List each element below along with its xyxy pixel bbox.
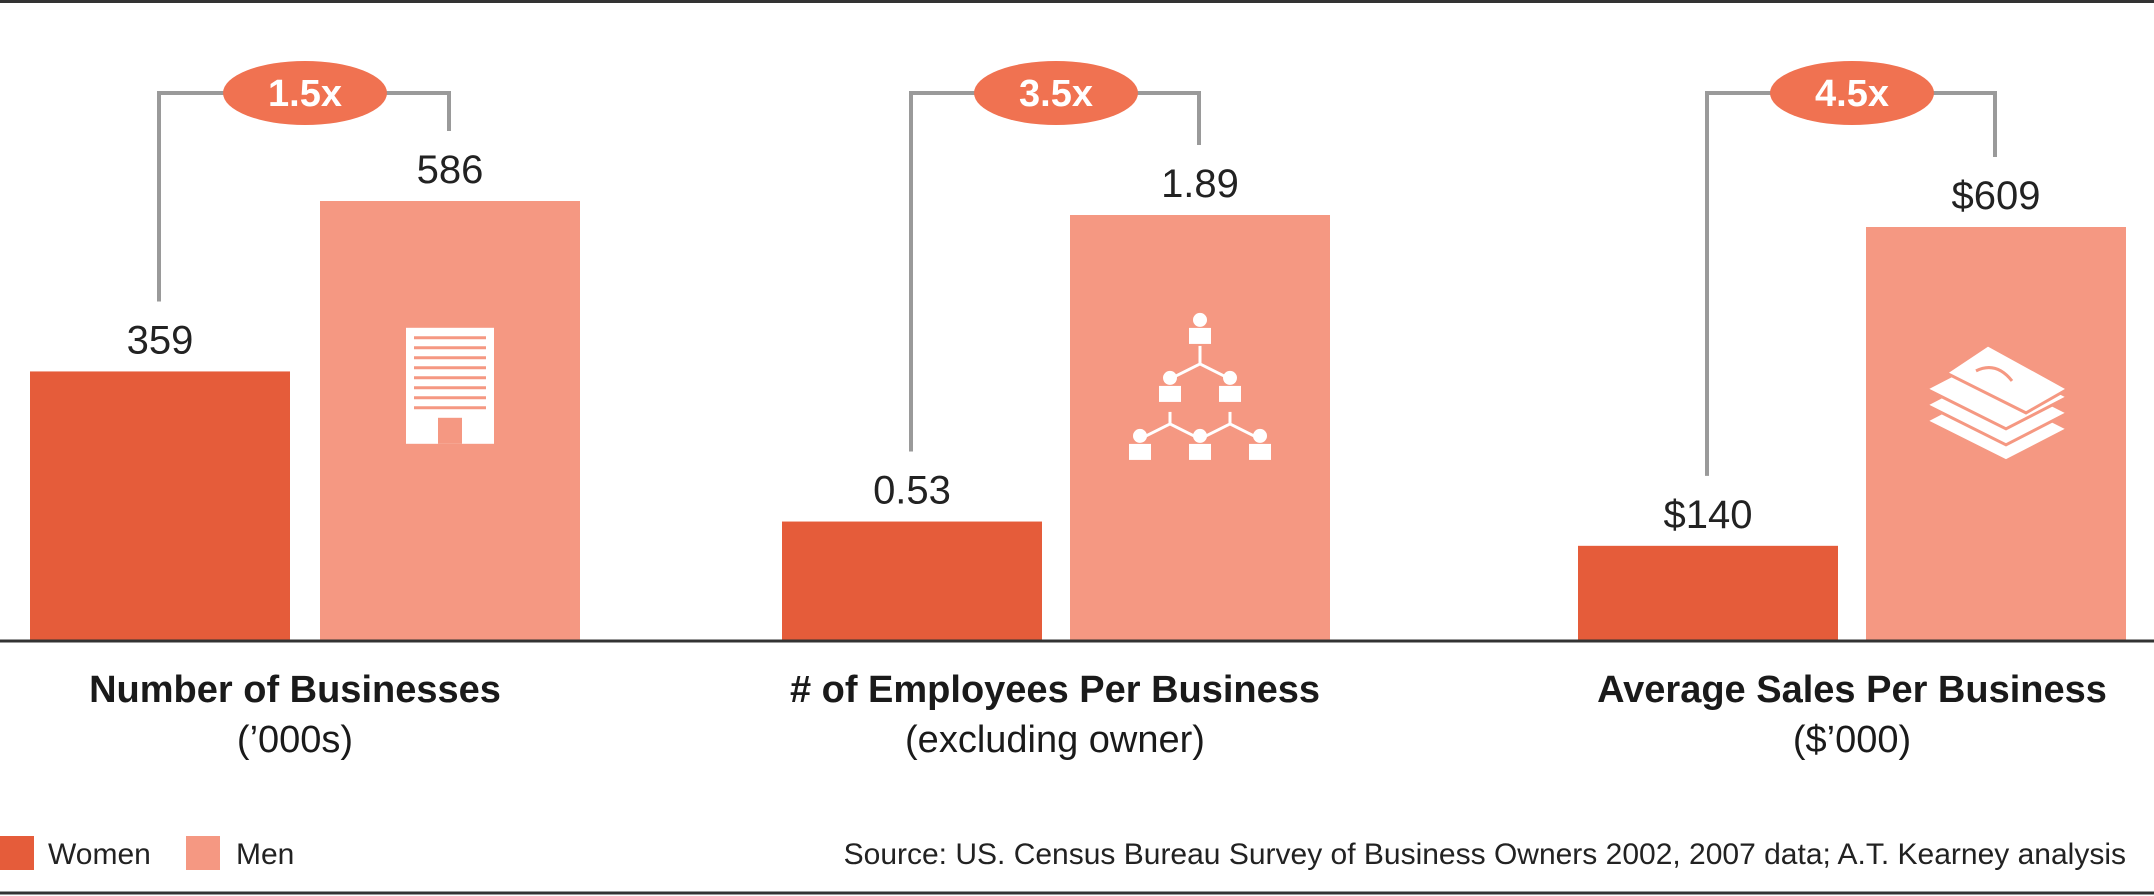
legend-swatch-women xyxy=(0,836,34,870)
ratio-badge xyxy=(1770,61,1934,125)
legend-label-men: Men xyxy=(236,838,294,871)
bar-women xyxy=(1578,545,1838,641)
ratio-label: 1.5x xyxy=(268,73,342,115)
bar-men xyxy=(1070,215,1330,641)
legend-swatch-men xyxy=(186,836,220,870)
panel-title: Average Sales Per Business xyxy=(1597,669,2107,711)
legend: Women Men xyxy=(0,836,294,871)
panel-average-sales: $140 $609 4.5x Average Sales Per Busines… xyxy=(1578,61,2126,761)
value-label-men: 586 xyxy=(417,148,484,192)
bar-women xyxy=(30,371,290,641)
ratio-label: 3.5x xyxy=(1019,73,1093,115)
value-label-men: 1.89 xyxy=(1161,162,1239,206)
value-label-women: $140 xyxy=(1664,493,1753,537)
cash-stack-icon xyxy=(1922,343,2072,463)
people-network-icon xyxy=(1129,312,1271,460)
ratio-label: 4.5x xyxy=(1815,73,1889,115)
panel-title: Number of Businesses xyxy=(89,669,501,711)
value-label-men: $609 xyxy=(1952,174,2041,218)
panel-employees-per-business: 0.53 1.89 3.5x # of Employees Per Busine… xyxy=(782,61,1330,761)
ratio-badge xyxy=(223,61,387,125)
legend-label-women: Women xyxy=(48,838,151,871)
source-note: Source: US. Census Bureau Survey of Busi… xyxy=(844,838,2126,871)
panel-subtitle: ($’000) xyxy=(1793,719,1911,761)
value-label-women: 359 xyxy=(127,318,194,362)
bar-women xyxy=(782,521,1042,641)
panel-subtitle: (’000s) xyxy=(237,719,353,761)
ratio-badge xyxy=(974,61,1138,125)
value-label-women: 0.53 xyxy=(873,469,951,513)
panel-subtitle: (excluding owner) xyxy=(905,719,1205,761)
panel-number-of-businesses: 359 586 1.5x Number of Businesses (’000s… xyxy=(30,61,580,761)
panel-title: # of Employees Per Business xyxy=(790,669,1320,711)
office-building-icon xyxy=(406,327,494,444)
